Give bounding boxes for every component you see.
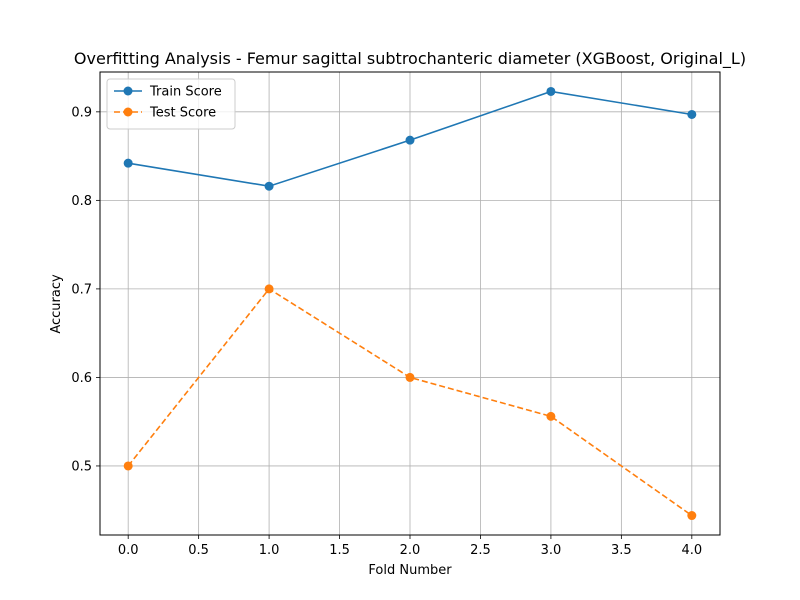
data-point-test-score: [546, 411, 556, 421]
data-point-train-score: [546, 86, 556, 96]
x-tick-label: 4.0: [681, 543, 702, 558]
x-tick-label: 3.0: [541, 543, 562, 558]
ticks: 0.0 0.5 1.0 1.5 2.0 2.5 3.0 3.5 4.0 0.5 0.6 0.7 0.8 0…: [71, 105, 702, 558]
x-tick-label: 0.0: [118, 543, 139, 558]
x-tick-label: 3.5: [611, 543, 632, 558]
data-point-train-score: [123, 158, 133, 168]
series-lines: [123, 86, 697, 521]
data-point-train-score: [687, 109, 697, 119]
data-point-test-score: [405, 372, 415, 382]
data-point-train-score: [264, 181, 274, 191]
x-axis-label: Fold Number: [368, 563, 452, 578]
legend-marker-test-score: [123, 107, 133, 117]
grid: [100, 72, 720, 535]
plot-area-frame: [99, 71, 721, 536]
x-tick-label: 2.5: [470, 543, 491, 558]
series-train-score: [123, 86, 697, 191]
series-test-score: [123, 284, 697, 521]
x-tick-label: 1.0: [259, 543, 280, 558]
legend-label-test-score: Test Score: [149, 106, 216, 121]
legend-marker-train-score: [123, 86, 133, 96]
x-tick-label: 1.5: [329, 543, 350, 558]
legend: Train Score Test Score: [106, 78, 236, 130]
data-point-test-score: [687, 511, 697, 521]
y-tick-label: 0.7: [71, 282, 92, 297]
x-tick-label: 0.5: [188, 543, 209, 558]
data-point-train-score: [405, 135, 415, 145]
y-tick-label: 0.5: [71, 459, 92, 474]
data-point-test-score: [264, 284, 274, 294]
x-tick-label: 2.0: [400, 543, 421, 558]
y-axis-label: Accuracy: [49, 274, 64, 334]
y-tick-label: 0.8: [71, 194, 92, 209]
chart-title: Overfitting Analysis - Femur sagittal su…: [74, 49, 746, 69]
y-tick-label: 0.6: [71, 371, 92, 386]
data-point-test-score: [123, 461, 133, 471]
legend-label-train-score: Train Score: [149, 85, 222, 100]
y-tick-label: 0.9: [71, 105, 92, 120]
